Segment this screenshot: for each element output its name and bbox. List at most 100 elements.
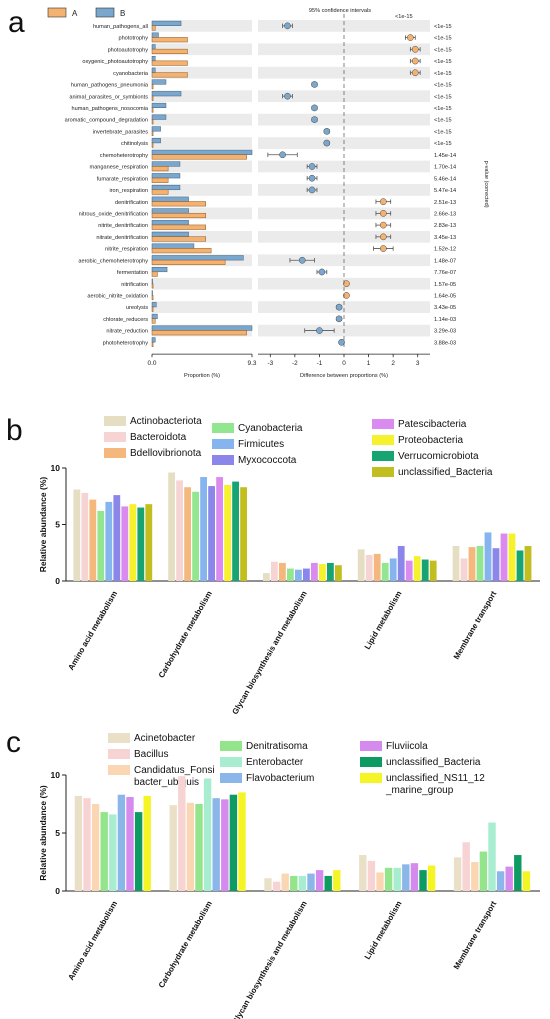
bar-Bdellovibrionota xyxy=(89,499,97,581)
difference-point xyxy=(311,116,318,123)
bar-Cyanobacteria xyxy=(287,568,294,581)
y-axis-title: Relative abundance (%) xyxy=(38,477,48,573)
bar-A xyxy=(151,142,154,148)
bar-Bdellovibrionota xyxy=(468,547,476,581)
legend-label: Proteobacteria xyxy=(398,435,463,446)
row-stripe-left xyxy=(152,137,252,149)
bar-A xyxy=(151,248,212,254)
bar-Proteobacteria xyxy=(319,564,326,581)
difference-point xyxy=(308,186,316,194)
bar-A xyxy=(151,306,154,312)
bar-A xyxy=(151,341,154,347)
category-label: Lipid metabolism xyxy=(363,900,404,961)
bar-Flavobacterium xyxy=(402,864,410,891)
bar-Proteobacteria xyxy=(413,556,421,581)
p-value-label: 2.51e-13 xyxy=(434,200,456,206)
bar-A xyxy=(151,177,169,183)
bar-Verrucomicrobiota xyxy=(516,550,524,581)
difference-point xyxy=(311,104,318,112)
p-value-label: 3.45e-13 xyxy=(434,235,456,241)
legend-swatch xyxy=(372,435,394,445)
bar-unclassified-Bacteria xyxy=(419,870,427,891)
legend-label-B: B xyxy=(120,9,125,18)
legend-label: Firmicutes xyxy=(238,439,284,450)
difference-point xyxy=(379,233,387,241)
bar-Cyanobacteria xyxy=(192,491,199,581)
category-label: phototrophy xyxy=(118,36,148,42)
bar-Firmicutes xyxy=(200,477,207,581)
bar-Firmicutes xyxy=(295,569,302,581)
difference-point xyxy=(338,338,345,346)
bar-Verrucomicrobiota xyxy=(421,559,429,581)
bar-Myxococcota xyxy=(208,486,215,581)
p-value-label: <1e-15 xyxy=(434,71,452,77)
panel-b-letter: b xyxy=(6,414,23,447)
bar-Patescibacteria xyxy=(121,506,129,581)
category-label: human_pathogens_nosocomia xyxy=(71,106,148,112)
difference-point xyxy=(379,221,387,229)
bar-A xyxy=(151,48,188,54)
legend-swatch xyxy=(220,773,242,783)
left-tick-label: 0.0 xyxy=(148,360,157,367)
difference-point xyxy=(411,45,419,53)
bar-Enterobacter xyxy=(488,822,496,891)
row-stripe-right xyxy=(258,20,430,32)
right-tick-label: -2 xyxy=(292,360,298,367)
bar-Verrucomicrobiota xyxy=(232,481,239,581)
bar-Cyanobacteria xyxy=(476,545,484,581)
panel-c-group: c Acinetobacter Bacillus Candidatus_Fonsiba… xyxy=(6,726,540,1019)
legend-label: bacter_ubiquis xyxy=(134,777,199,788)
bar-B xyxy=(151,220,189,226)
bar-B xyxy=(151,138,161,144)
bar-Proteobacteria xyxy=(508,533,516,581)
legend-swatch xyxy=(360,757,382,767)
bar-Actinobacteriota xyxy=(263,573,270,581)
bar-Candidatus-Fonsibacter-ubiquis xyxy=(376,872,384,891)
difference-point xyxy=(311,81,318,88)
category-label: Amino acid metabolism xyxy=(66,900,119,982)
p-value-label: <1e-15 xyxy=(434,24,452,30)
p-value-label: <1e-15 xyxy=(434,129,452,135)
p-value-label: <1e-15 xyxy=(434,118,452,124)
row-stripe-right xyxy=(258,230,430,243)
p-value-label: <1e-15 xyxy=(434,106,452,112)
bar-Verrucomicrobiota xyxy=(137,507,145,581)
panel-b-group: b Actinobacteriota Bacteroidota Bdellovibri… xyxy=(6,414,540,716)
y-tick-label: 10 xyxy=(51,463,61,473)
bar-Bdellovibrionota xyxy=(184,487,191,581)
p-value-label: 3.88e-03 xyxy=(434,340,456,346)
left-tick-label: 9.3 xyxy=(248,360,257,367)
legend-label: Enterobacter xyxy=(246,757,304,768)
difference-point xyxy=(343,292,350,299)
p-value-label: 1.64e-05 xyxy=(434,294,456,300)
row-stripe-left xyxy=(152,113,252,126)
bar-A xyxy=(151,25,156,31)
bar-Fluviicola xyxy=(315,870,324,891)
difference-point xyxy=(284,92,291,100)
bar-B xyxy=(151,79,167,85)
difference-point xyxy=(298,256,306,264)
row-stripe-left xyxy=(152,66,252,79)
legend-label: unclassified_NS11_12 xyxy=(386,773,485,784)
bar-Proteobacteria xyxy=(224,484,231,581)
bar-A xyxy=(151,295,154,301)
row-stripe-left xyxy=(152,160,252,173)
legend-label: Cyanobacteria xyxy=(238,423,303,434)
bar-Candidatus-Fonsibacter-ubiquis xyxy=(91,804,100,891)
p-value-label: 1.45e-14 xyxy=(434,153,456,159)
bar-Denitratisoma xyxy=(100,812,108,891)
bar-A xyxy=(151,318,156,324)
bar-Bacillus xyxy=(462,842,470,891)
category-label: chemoheterotrophy xyxy=(100,153,148,159)
category-label: photoheterotrophy xyxy=(103,340,149,346)
legend-label: Patescibacteria xyxy=(398,419,467,430)
bar-B xyxy=(151,302,157,308)
legend-swatch-B xyxy=(95,7,115,18)
bar-Patescibacteria xyxy=(405,560,413,581)
y-tick-label: 0 xyxy=(55,886,60,896)
bar-Fluviicola xyxy=(126,797,134,891)
bar-B xyxy=(151,173,181,179)
p-value-label: 1.70e-14 xyxy=(434,165,456,171)
bar-B xyxy=(151,184,181,191)
category-label: aerobic_chemoheterotrophy xyxy=(78,258,148,264)
